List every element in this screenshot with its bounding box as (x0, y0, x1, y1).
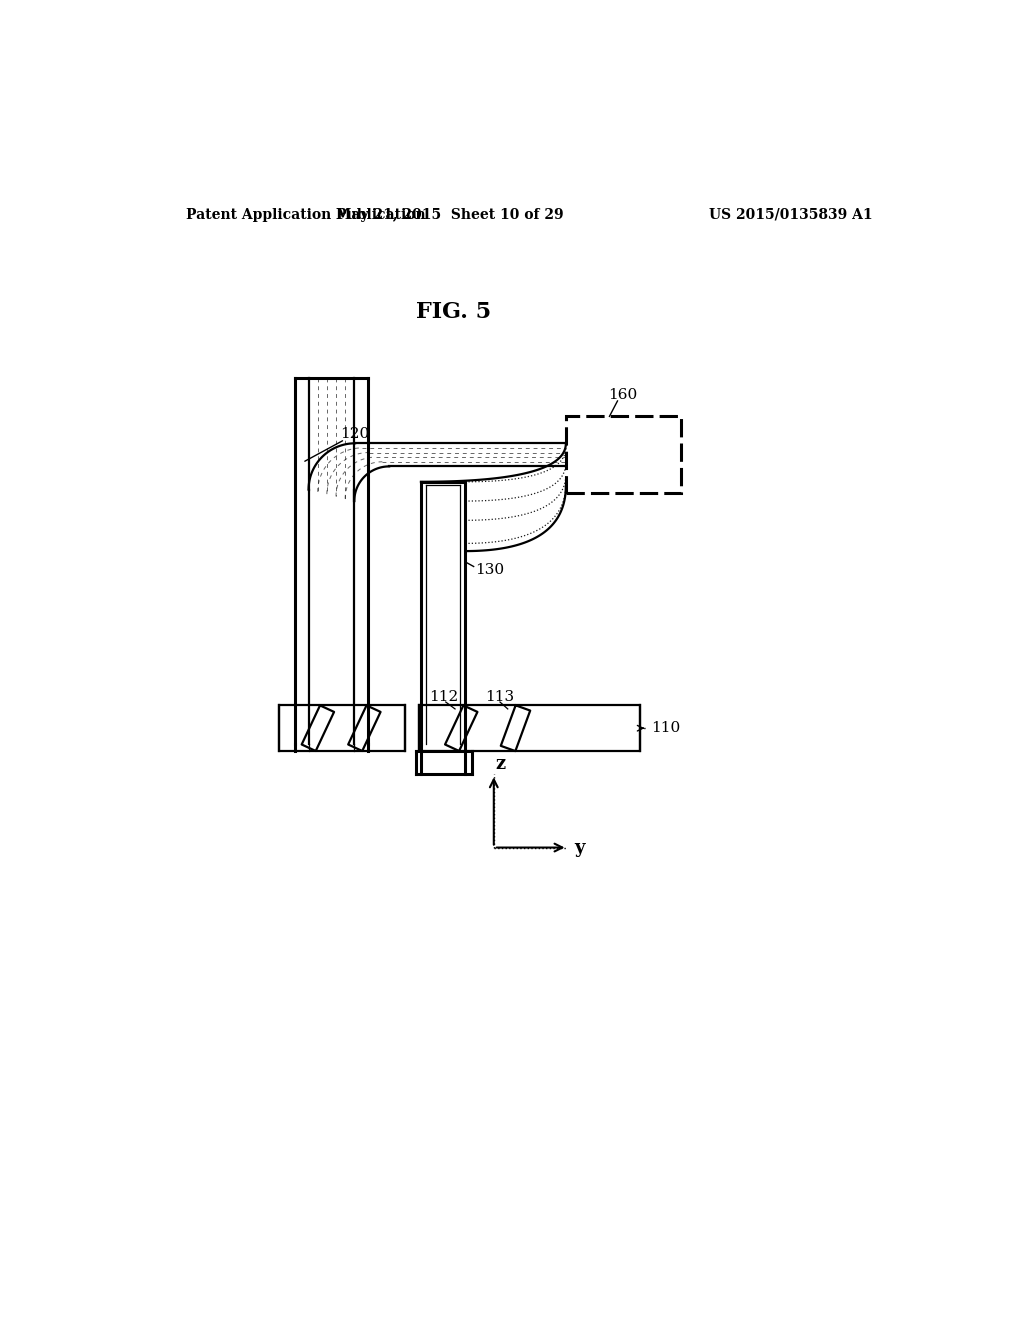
Text: FIG. 5: FIG. 5 (416, 301, 492, 323)
Bar (419, 705, 640, 751)
Text: Patent Application Publication: Patent Application Publication (186, 207, 426, 222)
Text: 160: 160 (608, 388, 638, 401)
Text: US 2015/0135839 A1: US 2015/0135839 A1 (709, 207, 872, 222)
Bar (566, 416, 681, 494)
Text: 112: 112 (430, 690, 459, 705)
Bar (280, 705, 404, 751)
Text: y: y (574, 838, 585, 857)
Text: 120: 120 (340, 428, 370, 441)
Text: z: z (495, 755, 505, 772)
Text: May 21, 2015  Sheet 10 of 29: May 21, 2015 Sheet 10 of 29 (336, 207, 563, 222)
Text: 113: 113 (485, 690, 515, 705)
Text: 130: 130 (475, 564, 505, 577)
Text: 110: 110 (651, 721, 680, 735)
